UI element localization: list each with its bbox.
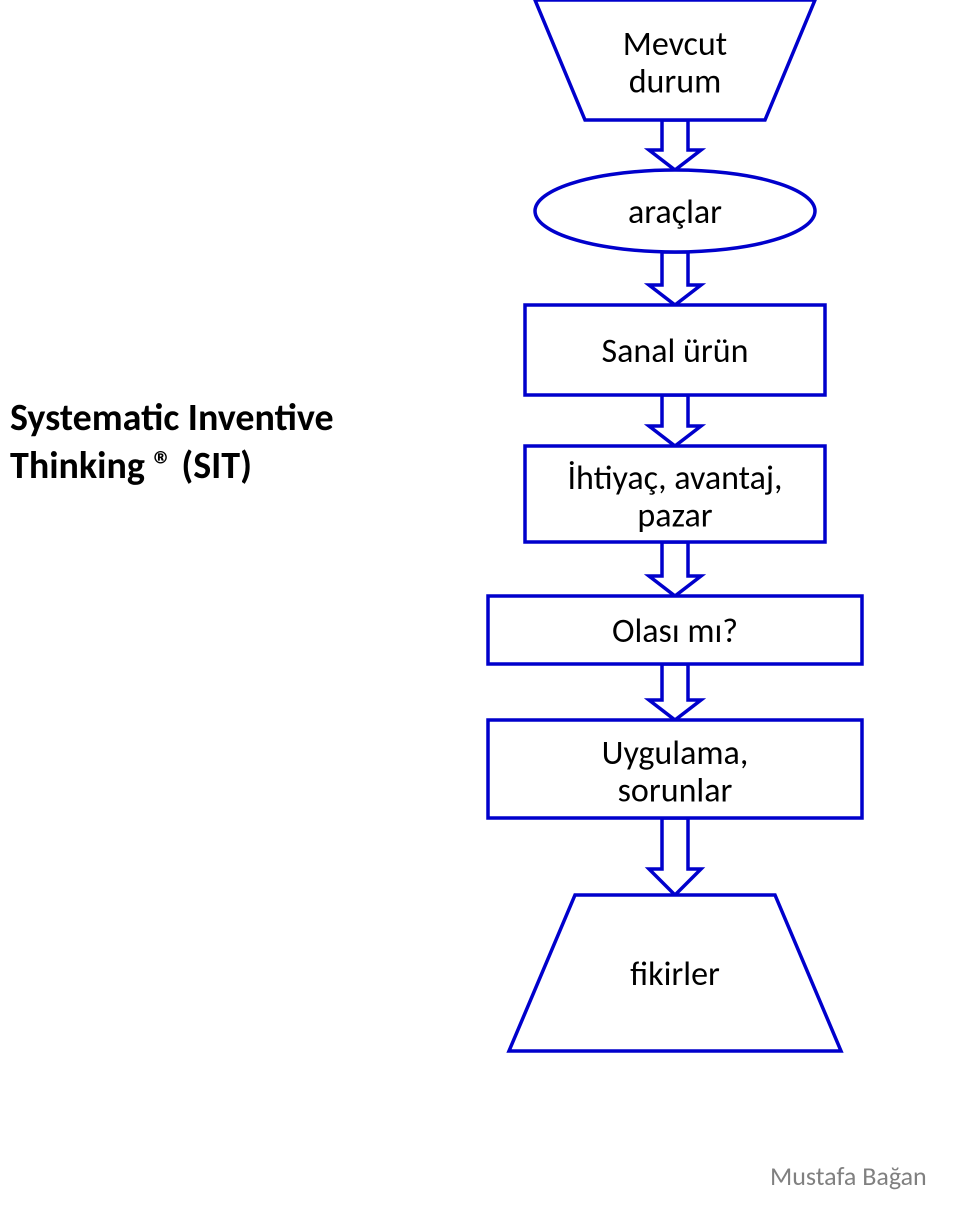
down-arrow-icon <box>649 395 701 446</box>
down-arrow-icon <box>649 252 701 305</box>
node-label-sanal-urun: Sanal ürün <box>602 331 749 372</box>
node-label-fikirler: fikirler <box>630 954 720 995</box>
title-line2: Thinking ® (SIT) <box>10 443 252 489</box>
node-label-olasi: Olası mı? <box>612 611 738 652</box>
diagram-title: Systematic Inventive Thinking ® (SIT) <box>10 395 334 490</box>
node-label-mevcut-durum: Mevcutdurum <box>623 24 727 102</box>
footer-credit: Mustafa Bağan <box>770 1160 927 1192</box>
node-label-araclar: araçlar <box>628 192 722 233</box>
down-arrow-icon <box>649 542 701 596</box>
flowchart-canvas: MevcutdurumaraçlarSanal ürünİhtiyaç, ava… <box>0 0 960 1205</box>
down-arrow-icon <box>649 664 701 720</box>
down-arrow-icon <box>649 120 701 170</box>
node-label-uygulama: Uygulama,sorunlar <box>602 733 749 811</box>
down-arrow-icon <box>649 818 701 895</box>
title-line1: Systematic Inventive <box>10 395 334 441</box>
